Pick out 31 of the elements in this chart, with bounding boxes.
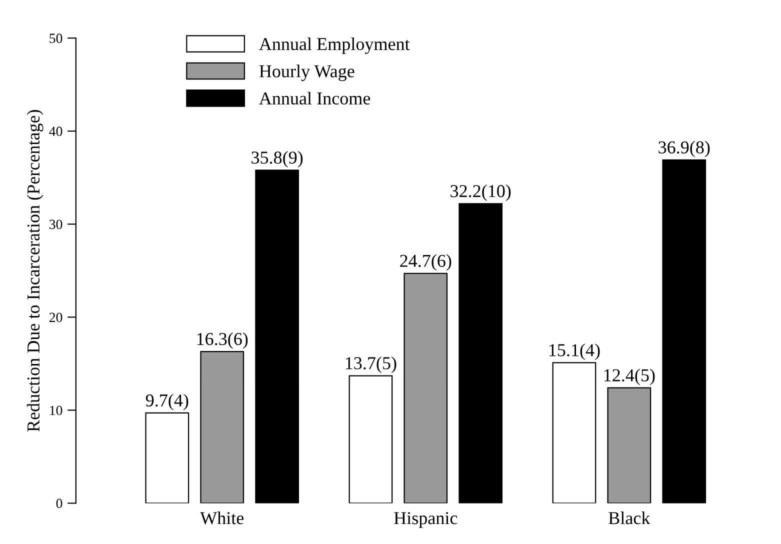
legend-label: Hourly Wage xyxy=(259,64,354,82)
y-tick-label: 10 xyxy=(50,406,62,416)
bar xyxy=(607,387,652,504)
data-label: 32.2(10) xyxy=(450,184,511,201)
y-tick-label: 20 xyxy=(49,312,62,322)
data-label: 13.7(5) xyxy=(346,356,396,373)
y-tick-label: 50 xyxy=(50,34,62,44)
bar xyxy=(200,351,244,504)
data-label: 16.3(6) xyxy=(197,332,248,349)
bar xyxy=(145,412,190,504)
x-tick-label: Hispanic xyxy=(394,512,458,528)
data-label: 15.1(4) xyxy=(549,344,600,360)
bar xyxy=(552,362,596,504)
bar xyxy=(662,159,706,504)
y-axis-title: Reduction Due to Incarceration (Percentage) xyxy=(26,110,44,432)
bar xyxy=(348,375,393,504)
bar xyxy=(458,203,503,504)
y-tick-label: 30 xyxy=(50,220,62,230)
legend-label: Annual Income xyxy=(259,92,370,105)
data-label: 35.8(9) xyxy=(252,151,303,168)
data-label: 24.7(6) xyxy=(400,254,452,271)
y-tick-label: 0 xyxy=(56,498,62,508)
x-tick-label: White xyxy=(200,512,244,524)
y-tick-label: 40 xyxy=(49,126,62,136)
data-label: 12.4(5) xyxy=(604,368,655,386)
bar xyxy=(255,170,299,504)
x-tick-label: Black xyxy=(608,512,650,524)
legend-label: Annual Employment xyxy=(259,37,410,54)
data-label: 36.9(8) xyxy=(658,140,710,158)
bar xyxy=(404,272,448,504)
data-label: 9.7(4) xyxy=(146,394,188,410)
